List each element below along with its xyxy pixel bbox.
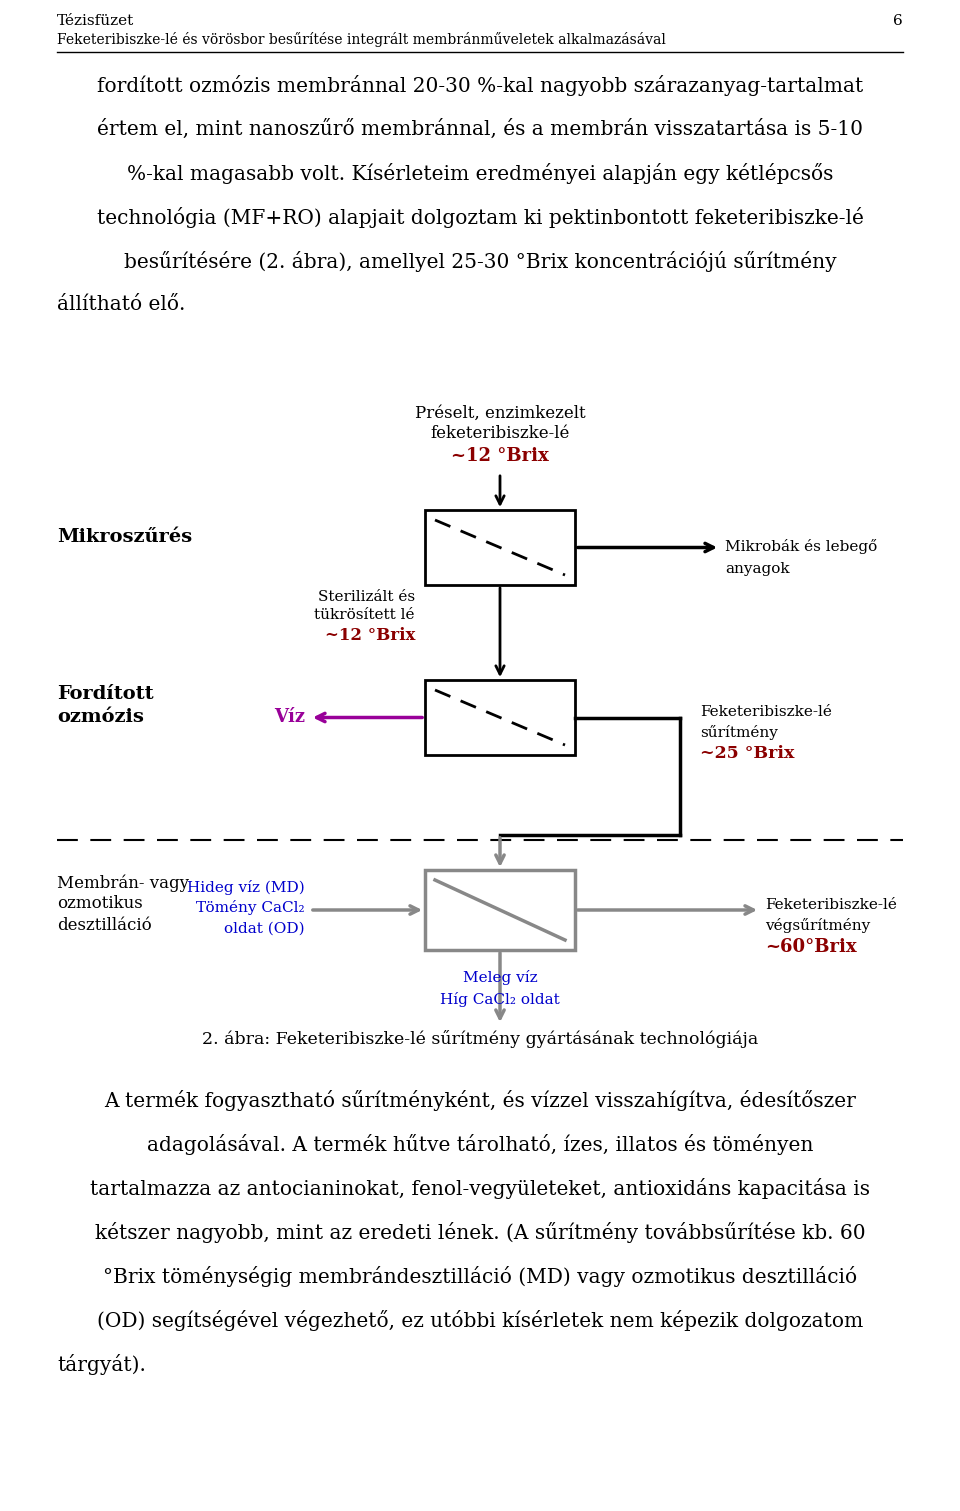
Text: technológia (MF+RO) alapjait dolgoztam ki pektinbontott feketeribiszke-lé: technológia (MF+RO) alapjait dolgoztam k…: [97, 207, 863, 228]
Text: ~25 °Brix: ~25 °Brix: [700, 745, 794, 763]
Text: Mikroszűrés: Mikroszűrés: [57, 529, 192, 547]
Text: Meleg víz: Meleg víz: [463, 970, 538, 985]
Text: tartalmazza az antocianinokat, fenol-vegyületeket, antioxidáns kapacitása is: tartalmazza az antocianinokat, fenol-veg…: [90, 1179, 870, 1200]
Text: ozmotikus: ozmotikus: [57, 895, 143, 913]
Text: ~60°Brix: ~60°Brix: [765, 938, 856, 956]
Text: 6: 6: [893, 14, 903, 29]
Text: Hideg víz (MD): Hideg víz (MD): [187, 879, 305, 895]
Text: Mikrobák és lebegő: Mikrobák és lebegő: [725, 539, 877, 555]
Text: oldat (OD): oldat (OD): [225, 922, 305, 935]
Text: desztilláció: desztilláció: [57, 917, 152, 934]
Text: °Brix töménységig membrándesztilláció (MD) vagy ozmotikus desztilláció: °Brix töménységig membrándesztilláció (M…: [103, 1266, 857, 1287]
Text: A termék fogyasztható sűrítményként, és vízzel visszahígítva, édesítőszer: A termék fogyasztható sűrítményként, és …: [104, 1089, 856, 1111]
Text: fordított ozmózis membránnal 20-30 %-kal nagyobb szárazanyag-tartalmat: fordított ozmózis membránnal 20-30 %-kal…: [97, 76, 863, 97]
Text: adagolásával. A termék hűtve tárolható, ízes, illatos és töményen: adagolásával. A termék hűtve tárolható, …: [147, 1133, 813, 1154]
Text: Sterilizált és: Sterilizált és: [318, 589, 415, 604]
Bar: [425, 680, 575, 756]
Text: anyagok: anyagok: [725, 562, 790, 576]
Text: besűrítésére (2. ábra), amellyel 25-30 °Brix koncentrációjú sűrítmény: besűrítésére (2. ábra), amellyel 25-30 °…: [124, 251, 836, 272]
Text: Tömény CaCl₂: Tömény CaCl₂: [197, 901, 305, 916]
Text: Tézisfüzet: Tézisfüzet: [57, 14, 134, 29]
Text: ozmózis: ozmózis: [57, 709, 144, 725]
Text: Víz: Víz: [274, 707, 305, 725]
Text: Membrán- vagy: Membrán- vagy: [57, 875, 189, 893]
Text: (OD) segítségével végezhető, ez utóbbi kísérletek nem képezik dolgozatom: (OD) segítségével végezhető, ez utóbbi k…: [97, 1310, 863, 1331]
Text: Feketeribiszke-lé: Feketeribiszke-lé: [700, 706, 832, 719]
Text: Préselt, enzimkezelt: Préselt, enzimkezelt: [415, 405, 586, 422]
Text: értem el, mint nanoszűrő membránnal, és a membrán visszatartása is 5-10: értem el, mint nanoszűrő membránnal, és …: [97, 119, 863, 139]
Text: ~12 °Brix: ~12 °Brix: [451, 447, 549, 465]
Text: Híg CaCl₂ oldat: Híg CaCl₂ oldat: [440, 993, 560, 1006]
Text: ~12 °Brix: ~12 °Brix: [324, 627, 415, 644]
Text: Feketeribiszke-lé: Feketeribiszke-lé: [765, 898, 897, 913]
Text: tükrösített lé: tükrösített lé: [315, 607, 415, 623]
Text: sűrítmény: sűrítmény: [700, 725, 778, 740]
Text: %-kal magasabb volt. Kísérleteim eredményei alapján egy kétlépcsős: %-kal magasabb volt. Kísérleteim eredmén…: [127, 163, 833, 184]
Text: tárgyát).: tárgyát).: [57, 1354, 146, 1375]
Text: kétszer nagyobb, mint az eredeti lének. (A sűrítmény továbbsűrítése kb. 60: kétszer nagyobb, mint az eredeti lének. …: [95, 1222, 865, 1244]
Bar: [425, 870, 575, 950]
Text: 2. ábra: Feketeribiszke-lé sűrítmény gyártásának technológiája: 2. ábra: Feketeribiszke-lé sűrítmény gyá…: [202, 1031, 758, 1049]
Text: Feketeribiszke-lé és vörösbor besűrítése integrált membránműveletek alkalmazásáv: Feketeribiszke-lé és vörösbor besűrítése…: [57, 32, 666, 47]
Text: Fordított: Fordított: [57, 684, 154, 703]
Bar: [425, 511, 575, 585]
Text: feketeribiszke-lé: feketeribiszke-lé: [430, 425, 569, 443]
Text: végsűrítmény: végsűrítmény: [765, 919, 871, 932]
Text: állítható elő.: állítható elő.: [57, 295, 185, 314]
